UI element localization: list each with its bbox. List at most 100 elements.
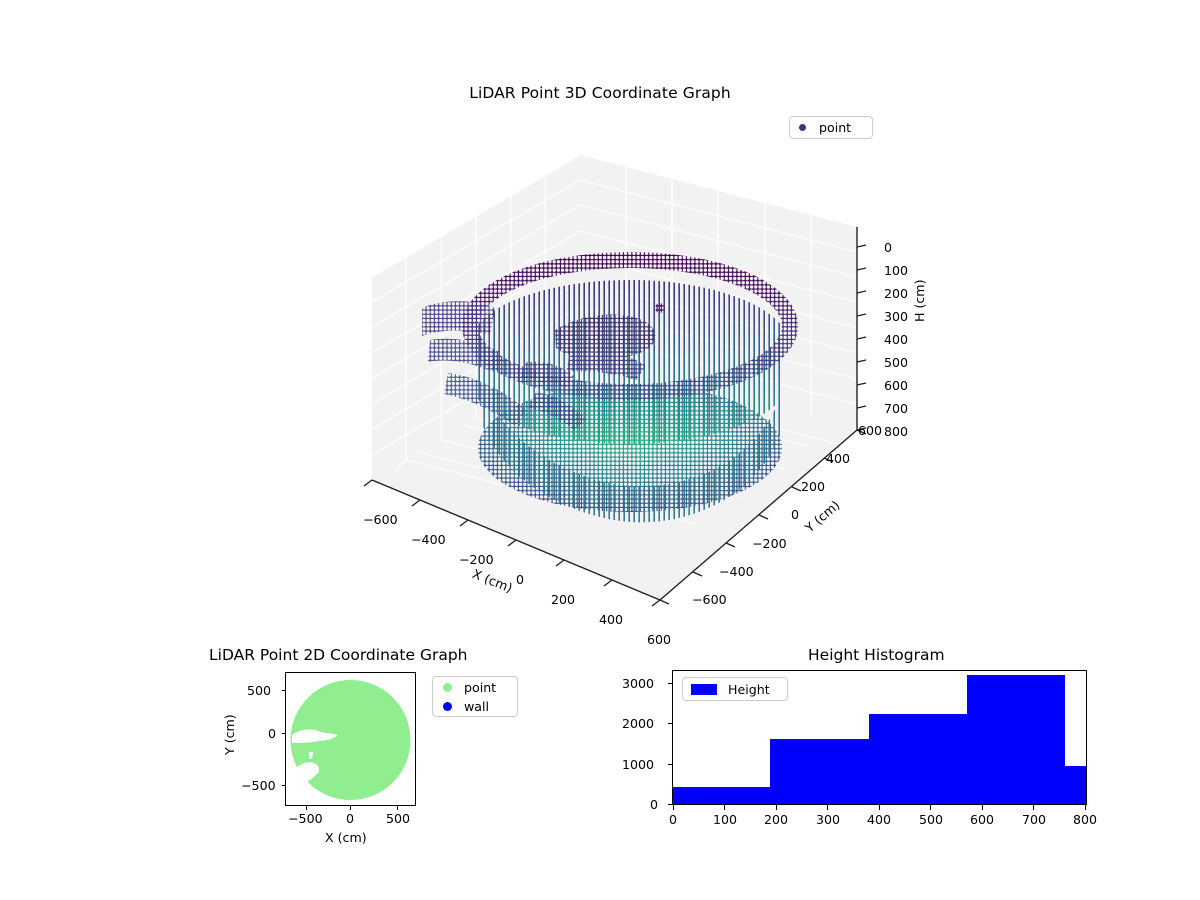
x-tick-3: 0 — [516, 572, 525, 587]
legend-item-point: point — [443, 680, 507, 695]
y-tick-1: −400 — [719, 564, 754, 579]
z-tick-5: 500 — [884, 355, 909, 370]
hist-xticklabel-5: 500 — [919, 812, 944, 827]
scatter2d-yticklabel-0: 500 — [247, 683, 272, 698]
z-tick-1: 100 — [884, 263, 909, 278]
occlusion-notch-upper — [292, 729, 338, 743]
scatter3d-axes[interactable] — [330, 130, 890, 630]
point-disc — [290, 680, 411, 800]
hist-ytick-3000 — [668, 683, 673, 685]
x-tick-1: −400 — [411, 532, 446, 547]
occlusion-notch-mid — [309, 752, 313, 759]
scatter2d-ylabel: Y (cm) — [222, 714, 237, 755]
z-tick-7: 700 — [884, 401, 909, 416]
legend-item-wall: wall — [443, 699, 507, 714]
scatter2d-ytick-0 — [282, 733, 286, 735]
point-marker-icon — [799, 124, 806, 131]
scatter2d-legend[interactable]: point wall — [432, 676, 518, 717]
hist-xtick-0 — [673, 805, 675, 810]
scatter2d-axes[interactable] — [285, 672, 416, 806]
x-axis-ticks — [363, 479, 661, 607]
z-tick-6: 600 — [884, 378, 909, 393]
legend-item-height: Height — [691, 682, 779, 697]
hist-ytick-2000 — [668, 723, 673, 725]
y-tick-4: 200 — [801, 479, 826, 494]
y-tick-6: 600 — [858, 423, 883, 438]
hist-xticklabel-0: 0 — [669, 812, 678, 827]
hist-xticklabel-1: 100 — [713, 812, 738, 827]
point-marker-icon — [443, 682, 452, 692]
scatter3d-legend[interactable]: point — [789, 116, 873, 139]
hist-xtick-800 — [1085, 805, 1087, 810]
point-cloud-occlusion — [422, 301, 526, 426]
hist-yticklabel-0: 0 — [650, 797, 659, 812]
z-tick-2: 200 — [884, 286, 909, 301]
histogram-title: Height Histogram — [808, 646, 945, 664]
height-swatch-icon — [691, 683, 717, 695]
hist-xticklabel-8: 800 — [1073, 812, 1098, 827]
scatter3d-title: LiDAR Point 3D Coordinate Graph — [469, 84, 731, 102]
x-tick-0: −600 — [363, 512, 398, 527]
hist-xtick-400 — [879, 805, 881, 810]
z-axis-ticks — [856, 244, 867, 431]
hist-xtick-200 — [776, 805, 778, 810]
legend-label: wall — [464, 698, 490, 714]
hist-xtick-600 — [982, 805, 984, 810]
y-tick-2: −200 — [752, 536, 787, 551]
scatter2d-ytick-neg500 — [282, 785, 286, 787]
histogram-bar — [770, 738, 870, 804]
hist-xtick-100 — [724, 805, 726, 810]
scatter2d-ytick-500 — [282, 690, 286, 692]
histogram-bar — [673, 787, 771, 804]
hist-yticklabel-1: 1000 — [622, 757, 655, 772]
scatter2d-yticklabel-1: 0 — [268, 726, 277, 741]
scatter2d-title: LiDAR Point 2D Coordinate Graph — [209, 646, 468, 664]
hist-xticklabel-3: 300 — [816, 812, 841, 827]
point-cloud-skirt — [480, 380, 782, 523]
hist-yticklabel-3: 3000 — [622, 676, 655, 691]
z-tick-4: 400 — [884, 332, 909, 347]
hist-xticklabel-6: 600 — [970, 812, 995, 827]
hist-yticklabel-2: 2000 — [622, 716, 655, 731]
legend-label: Height — [728, 681, 770, 697]
histogram-legend[interactable]: Height — [682, 677, 788, 701]
occlusion-notch-lower — [295, 762, 319, 787]
y-axis-ticks — [659, 429, 867, 605]
hist-xticklabel-7: 700 — [1022, 812, 1047, 827]
legend-label: point — [819, 120, 852, 135]
hist-xticklabel-4: 400 — [867, 812, 892, 827]
legend-item-point: point — [799, 120, 863, 135]
scatter2d-xtick-0 — [350, 806, 352, 810]
point-cloud-clutter — [520, 303, 665, 430]
y-tick-5: 400 — [826, 451, 851, 466]
hist-xticklabel-2: 200 — [764, 812, 789, 827]
scatter2d-xticklabel-2: 500 — [386, 811, 411, 826]
scatter2d-yticklabel-2: −500 — [241, 778, 276, 793]
hist-ytick-0 — [668, 804, 673, 806]
scatter2d-xlabel: X (cm) — [325, 830, 367, 845]
z-tick-0: 0 — [884, 240, 893, 255]
hist-xtick-700 — [1033, 805, 1035, 810]
scatter3d-zlabel: H (cm) — [912, 279, 927, 323]
x-tick-2: −200 — [459, 552, 494, 567]
z-tick-3: 300 — [884, 309, 909, 324]
scatter2d-xticklabel-1: 0 — [346, 811, 355, 826]
scatter2d-xtick-neg500 — [306, 806, 308, 810]
y-tick-0: −600 — [692, 592, 727, 607]
scatter2d-xticklabel-0: −500 — [288, 811, 323, 826]
wall-marker-icon — [443, 701, 452, 711]
x-tick-4: 200 — [551, 592, 576, 607]
scatter2d-xtick-500 — [397, 806, 399, 810]
x-tick-5: 400 — [599, 612, 624, 627]
y-tick-3: 0 — [791, 507, 800, 522]
histogram-bar — [1064, 765, 1086, 804]
hist-xtick-500 — [930, 805, 932, 810]
hist-xtick-300 — [827, 805, 829, 810]
z-tick-8: 800 — [884, 424, 909, 439]
legend-label: point — [464, 679, 497, 695]
x-tick-6: 600 — [647, 632, 672, 647]
hist-ytick-1000 — [668, 764, 673, 766]
histogram-bar — [869, 713, 968, 804]
histogram-bar — [967, 675, 1065, 804]
